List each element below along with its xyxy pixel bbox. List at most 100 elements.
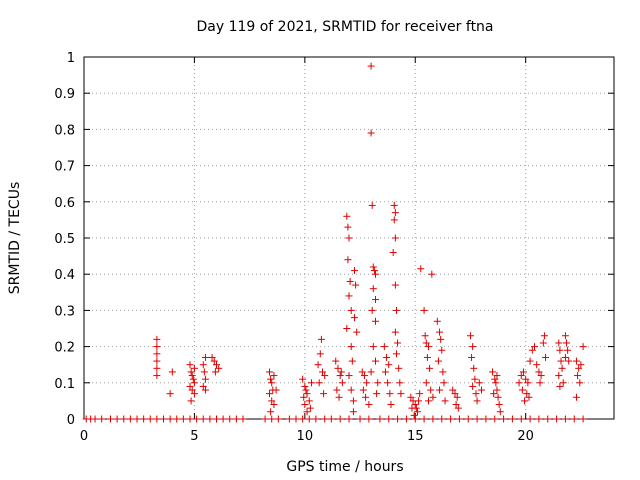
data-point [394, 415, 402, 423]
data-point [524, 379, 532, 387]
data-point [473, 397, 481, 405]
data-point [561, 415, 569, 423]
data-point [508, 415, 516, 423]
data-point [482, 415, 490, 423]
data-point [579, 343, 587, 351]
data-point [305, 397, 313, 405]
data-point [558, 364, 566, 372]
data-point [469, 343, 477, 351]
data-point [490, 390, 498, 398]
data-point [570, 415, 578, 423]
data-point [307, 379, 315, 387]
data-point [344, 223, 352, 231]
data-point [471, 375, 479, 383]
data-point [201, 353, 209, 361]
data-point [369, 285, 377, 293]
data-point [447, 415, 455, 423]
data-point [380, 343, 388, 351]
data-point [411, 401, 419, 409]
data-point [542, 353, 550, 361]
data-point [372, 270, 379, 278]
y-axis-label: SRMTID / TECUs [7, 182, 23, 295]
data-point [535, 368, 543, 376]
y-tick-label: 1 [67, 51, 75, 66]
data-point [345, 372, 353, 380]
data-point [528, 346, 536, 354]
x-tick-label: 10 [297, 429, 314, 444]
data-point [478, 386, 485, 394]
data-point [335, 393, 343, 401]
data-point [561, 353, 569, 361]
data-point [402, 415, 410, 423]
data-point [190, 379, 198, 387]
data-point [540, 332, 548, 340]
data-point [472, 390, 480, 398]
data-point [270, 401, 278, 409]
data-point [199, 361, 207, 369]
data-point [392, 306, 400, 314]
data-point [306, 404, 314, 412]
data-point [394, 339, 402, 347]
data-point [563, 339, 571, 347]
data-point [391, 209, 399, 217]
data-point [352, 281, 360, 289]
data-point [539, 339, 547, 347]
data-point [272, 386, 280, 394]
data-point [421, 332, 429, 340]
data-point [407, 393, 415, 401]
data-point [305, 415, 313, 423]
data-point [188, 386, 196, 394]
data-point [491, 375, 499, 383]
chart-title: Day 119 of 2021, SRMTID for receiver ftn… [196, 19, 493, 35]
data-point [537, 372, 545, 380]
data-point [433, 317, 441, 325]
data-point [452, 401, 460, 409]
data-point [500, 415, 508, 423]
data-point [368, 201, 376, 209]
data-point [383, 353, 391, 361]
data-point [466, 332, 474, 340]
data-point [494, 393, 502, 401]
data-point [441, 397, 449, 405]
data-point [522, 375, 530, 383]
data-point [219, 415, 227, 423]
data-point [468, 353, 476, 361]
data-point [391, 281, 399, 289]
data-point [408, 404, 416, 412]
y-tick-label: 0.1 [54, 377, 75, 392]
data-point [186, 361, 194, 369]
data-point [416, 390, 424, 398]
data-point [523, 390, 531, 398]
data-point [517, 372, 525, 380]
data-point [179, 415, 187, 423]
data-point [372, 357, 379, 365]
data-point [455, 415, 463, 423]
data-point [206, 415, 214, 423]
data-point [315, 379, 323, 387]
data-point [126, 415, 134, 423]
data-point [347, 306, 355, 314]
data-point [353, 328, 361, 336]
data-point [337, 368, 345, 376]
data-point [420, 415, 428, 423]
x-tick-label: 5 [190, 429, 198, 444]
data-point [555, 372, 563, 380]
data-point [470, 364, 478, 372]
data-point [389, 248, 397, 256]
data-point [268, 379, 276, 387]
data-point [525, 393, 533, 401]
data-point [351, 314, 359, 322]
data-point [515, 379, 523, 387]
data-point [425, 397, 432, 405]
data-point [213, 361, 220, 369]
data-point [397, 390, 405, 398]
data-point [321, 372, 329, 380]
data-point [526, 415, 534, 423]
data-point [436, 386, 444, 394]
data-point [347, 343, 355, 351]
data-point [469, 382, 477, 390]
data-point [420, 306, 428, 314]
data-point [190, 390, 198, 398]
data-point [319, 368, 326, 376]
data-point [553, 415, 561, 423]
